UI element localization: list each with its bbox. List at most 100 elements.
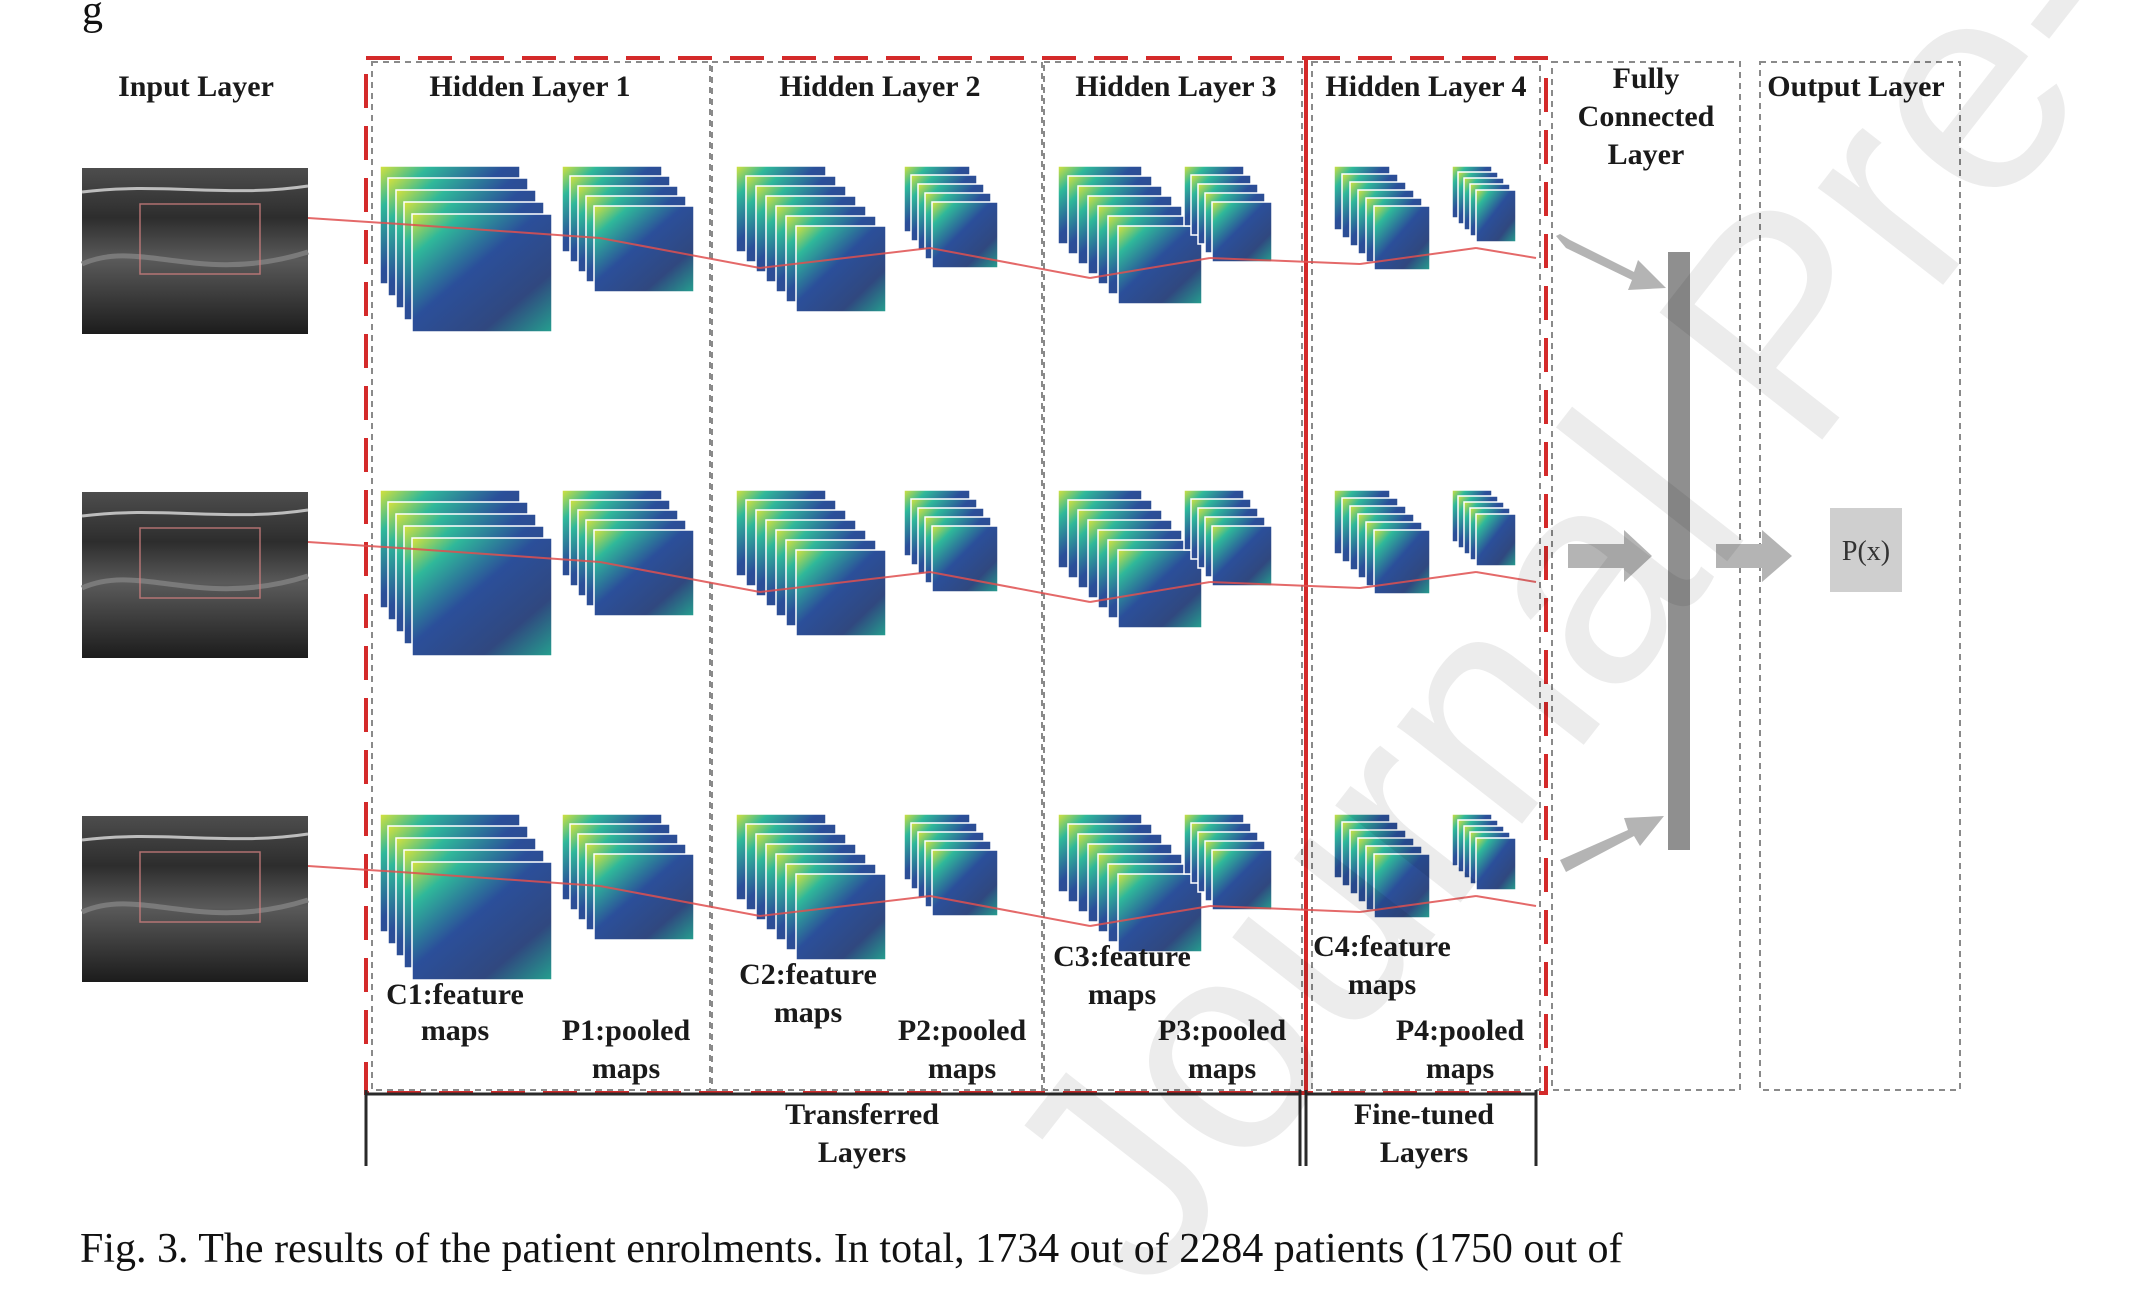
feature-map-stacks <box>379 165 1517 981</box>
input-ultrasound-image <box>80 168 309 334</box>
p4-map-stack <box>1451 489 1517 567</box>
p2-map-stack <box>903 165 999 269</box>
hidden-layer-3-title: Hidden Layer 3 <box>1075 70 1276 103</box>
fine-tuned-bracket <box>1304 1090 1538 1166</box>
connection-line <box>1089 257 1211 279</box>
p1-label-line-1: P1:pooled <box>562 1014 691 1047</box>
c1-label-line-1: C1:feature <box>386 978 524 1011</box>
connection-line <box>1089 905 1211 927</box>
c3-map-stack <box>1057 813 1203 953</box>
connection-line <box>1475 571 1537 583</box>
hidden-layer-1-title: Hidden Layer 1 <box>429 70 630 103</box>
input-layer-title: Input Layer <box>118 70 274 103</box>
connection-line <box>307 865 401 873</box>
header-fragment: g <box>82 0 103 34</box>
p1-map-stack <box>561 165 695 293</box>
transferred-label-line-1: Transferred <box>785 1098 939 1131</box>
p2-map-stack <box>903 489 999 593</box>
connection-line <box>929 571 1091 603</box>
p4-map-stack <box>1451 165 1517 243</box>
fc-arrows <box>1556 234 1792 872</box>
fully-connected-bar <box>1668 252 1690 850</box>
p3-map-stack <box>1183 813 1273 911</box>
connection-line <box>759 247 931 269</box>
c2-label-line-2: maps <box>774 996 842 1029</box>
c3-map-stack <box>1057 165 1203 305</box>
fully-connected-border <box>1551 61 1741 1091</box>
hidden-layer-1-border <box>371 61 711 1091</box>
c1-map-stack <box>379 813 553 981</box>
connection-line <box>307 217 401 225</box>
connection-line <box>929 247 1091 279</box>
c3-label-line-2: maps <box>1088 978 1156 1011</box>
connection-line <box>1209 905 1361 913</box>
p1-map-stack <box>561 813 695 941</box>
connection-line <box>1475 895 1537 907</box>
c4-label-line-1: C4:feature <box>1313 930 1451 963</box>
connection-line <box>307 541 401 549</box>
connection-line <box>399 871 601 887</box>
c1-map-stack <box>379 165 553 333</box>
transferred-bracket <box>364 1090 1302 1166</box>
p3-label-line-2: maps <box>1188 1052 1256 1085</box>
p3-map-stack <box>1183 165 1273 263</box>
output-layer-border <box>1759 61 1961 1091</box>
c2-map-stack <box>735 813 887 961</box>
connection-line <box>1359 895 1477 913</box>
connection-line <box>399 547 601 563</box>
fully-connected-title-line-3: Layer <box>1608 138 1685 171</box>
connection-line <box>599 237 761 269</box>
output-node-label: P(x) <box>1842 536 1890 567</box>
c1-map-stack <box>379 489 553 657</box>
connection-line <box>399 223 601 239</box>
hidden-layer-2-border <box>711 61 1043 1091</box>
p1-label-line-2: maps <box>592 1052 660 1085</box>
connection-line <box>929 895 1091 927</box>
c2-label-line-1: C2:feature <box>739 958 877 991</box>
connection-line <box>759 895 931 917</box>
connection-line <box>1089 581 1211 603</box>
input-ultrasound-image <box>80 816 309 982</box>
fully-connected-title-line-2: Connected <box>1578 100 1715 133</box>
hidden-layer-3-border <box>1043 61 1303 1091</box>
input-ultrasound-image <box>80 492 309 658</box>
arrow-top-to-fc <box>1556 234 1666 290</box>
connection-line <box>599 885 761 917</box>
hidden-layer-4-border <box>1311 61 1541 1091</box>
p4-label-line-2: maps <box>1426 1052 1494 1085</box>
p3-map-stack <box>1183 489 1273 587</box>
group-brackets <box>364 1090 1538 1166</box>
c4-label-line-2: maps <box>1348 968 1416 1001</box>
p2-label-line-1: P2:pooled <box>898 1014 1027 1047</box>
connection-line <box>1359 247 1477 265</box>
c3-map-stack <box>1057 489 1203 629</box>
c2-map-stack <box>735 489 887 637</box>
connection-lines <box>307 217 1537 927</box>
map-labels: C1:feature maps P1:pooled maps C2:featur… <box>386 930 1524 1085</box>
c1-label-line-2: maps <box>421 1014 489 1047</box>
connection-line <box>1209 257 1361 265</box>
p1-map-stack <box>561 489 695 617</box>
connection-line <box>1209 581 1361 589</box>
c4-map-stack <box>1333 165 1431 271</box>
c3-label-line-1: C3:feature <box>1053 940 1191 973</box>
fine-tuned-label-line-1: Fine-tuned <box>1354 1098 1494 1131</box>
p2-map-stack <box>903 813 999 917</box>
p4-label-line-1: P4:pooled <box>1396 1014 1525 1047</box>
p2-label-line-2: maps <box>928 1052 996 1085</box>
arrow-fc-to-output <box>1716 530 1792 582</box>
connection-line <box>1359 571 1477 589</box>
p4-map-stack <box>1451 813 1517 891</box>
arrow-middle-to-fc <box>1568 530 1652 582</box>
c4-map-stack <box>1333 489 1431 595</box>
arrow-bottom-to-fc <box>1560 816 1664 872</box>
c2-map-stack <box>735 165 887 313</box>
input-images <box>80 168 309 982</box>
c4-map-stack <box>1333 813 1431 919</box>
fully-connected-title-line-1: Fully <box>1613 62 1680 95</box>
connection-line <box>1475 247 1537 259</box>
hidden-layer-4-title: Hidden Layer 4 <box>1325 70 1526 103</box>
output-layer-title: Output Layer <box>1767 70 1945 103</box>
p3-label-line-1: P3:pooled <box>1158 1014 1287 1047</box>
figure-caption: Fig. 3. The results of the patient enrol… <box>80 1226 1623 1272</box>
